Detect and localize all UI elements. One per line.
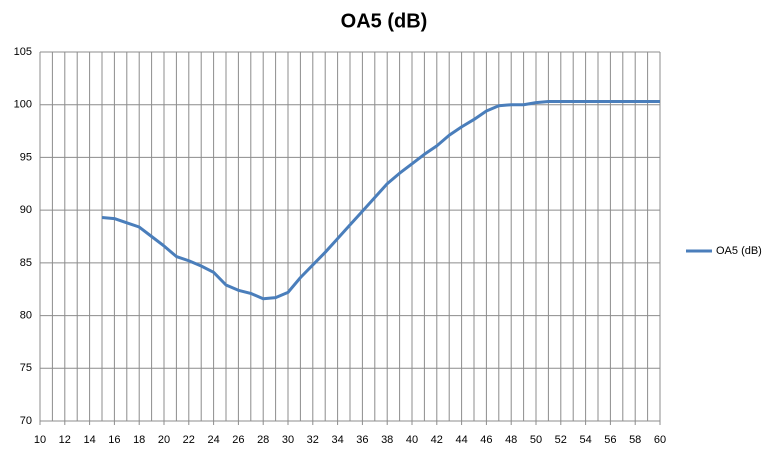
chart-title: OA5 (dB) <box>341 10 428 32</box>
x-tick-label: 60 <box>654 434 666 446</box>
x-tick-label: 40 <box>406 434 418 446</box>
y-tick-label: 80 <box>20 309 32 321</box>
x-tick-label: 30 <box>282 434 294 446</box>
x-tick-label: 16 <box>108 434 120 446</box>
x-tick-label: 38 <box>381 434 393 446</box>
x-tick-label: 10 <box>34 434 46 446</box>
y-tick-label: 95 <box>20 151 32 163</box>
x-tick-label: 24 <box>207 434 219 446</box>
legend-label: OA5 (dB) <box>716 245 762 257</box>
x-tick-label: 20 <box>158 434 170 446</box>
x-tick-label: 18 <box>133 434 145 446</box>
x-tick-label: 12 <box>59 434 71 446</box>
y-tick-label: 100 <box>14 99 32 111</box>
y-tick-label: 90 <box>20 204 32 216</box>
y-tick-label: 85 <box>20 257 32 269</box>
x-tick-label: 36 <box>356 434 368 446</box>
x-tick-label: 26 <box>232 434 244 446</box>
x-tick-label: 42 <box>431 434 443 446</box>
x-tick-label: 44 <box>455 434 467 446</box>
x-tick-label: 50 <box>530 434 542 446</box>
x-tick-label: 56 <box>604 434 616 446</box>
y-tick-label: 105 <box>14 46 32 58</box>
x-tick-label: 46 <box>480 434 492 446</box>
x-tick-label: 52 <box>555 434 567 446</box>
data-line <box>101 100 660 301</box>
x-tick-label: 32 <box>307 434 319 446</box>
x-tick-label: 48 <box>505 434 517 446</box>
x-tick-label: 22 <box>183 434 195 446</box>
x-tick-label: 34 <box>331 434 343 446</box>
y-tick-label: 75 <box>20 362 32 374</box>
x-tick-label: 14 <box>83 434 95 446</box>
x-tick-label: 58 <box>629 434 641 446</box>
x-tick-label: 28 <box>257 434 269 446</box>
y-tick-label: 70 <box>20 415 32 427</box>
x-tick-label: 54 <box>579 434 591 446</box>
